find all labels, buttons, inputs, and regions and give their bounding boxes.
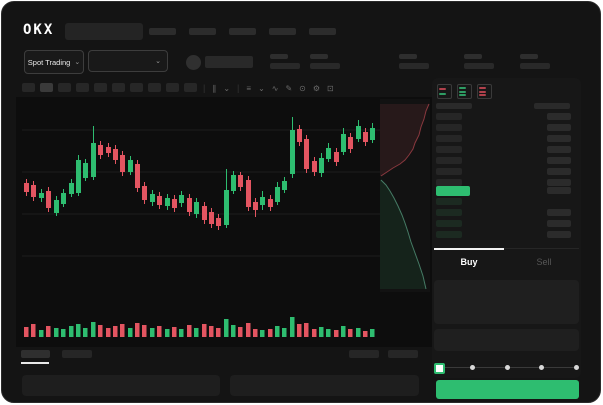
nav-item-placeholder[interactable]: [269, 28, 296, 35]
orderbook-bid-price-placeholder[interactable]: [436, 220, 462, 227]
orderbook-ask-price-placeholder[interactable]: [436, 113, 462, 120]
timeframe-button[interactable]: [40, 83, 53, 92]
bottom-panel-left: [22, 375, 220, 396]
timeframe-button[interactable]: [148, 83, 161, 92]
settings-icon[interactable]: ⚙: [312, 83, 321, 93]
bottom-tab-underline: [21, 362, 49, 364]
orderbook-ask-price-placeholder[interactable]: [436, 179, 462, 186]
bottom-tab-placeholder[interactable]: [62, 350, 92, 358]
nav-item-placeholder[interactable]: [189, 28, 216, 35]
timeframe-button[interactable]: [184, 83, 197, 92]
orderbook-price-header-placeholder: [436, 103, 472, 109]
orderbook-bid-amount-placeholder: [547, 220, 571, 227]
nav-item-placeholder[interactable]: [309, 28, 336, 35]
stat-value-placeholder: [520, 63, 550, 69]
slider-handle[interactable]: [434, 363, 445, 374]
orderbook-amount-placeholder: [547, 187, 571, 194]
stat-value-placeholder: [310, 63, 340, 69]
search-input[interactable]: [65, 23, 143, 40]
fullscreen-icon[interactable]: ⊡: [327, 83, 334, 93]
market-type-label: Spot Trading: [27, 57, 71, 67]
nav-item-placeholder[interactable]: [149, 28, 176, 35]
timeframe-button[interactable]: [58, 83, 71, 92]
stat-label-placeholder: [464, 54, 482, 59]
orderbook-bid-price-placeholder[interactable]: [436, 198, 462, 205]
orderbook-ask-amount-placeholder: [547, 179, 571, 186]
stat-value-placeholder: [464, 63, 494, 69]
tab-sell[interactable]: Sell: [536, 257, 552, 267]
amount-slider[interactable]: [434, 363, 579, 374]
order-side-tabs: Buy Sell: [434, 248, 579, 273]
orderbook-ask-amount-placeholder: [547, 146, 571, 153]
line-tool-icon[interactable]: ∿: [271, 83, 279, 93]
volume-pane: [22, 295, 382, 337]
depth-chart: [380, 99, 430, 292]
nav-item-placeholder[interactable]: [229, 28, 256, 35]
orderbook-ask-amount-placeholder: [547, 135, 571, 142]
bottom-action-placeholder[interactable]: [388, 350, 418, 358]
orderbook-bid-amount-placeholder: [547, 231, 571, 238]
amount-input[interactable]: [434, 329, 579, 351]
candlestick-chart[interactable]: [22, 99, 382, 292]
stat-label-placeholder: [270, 54, 288, 59]
divider: |: [203, 83, 206, 93]
divider: |: [237, 83, 240, 93]
draw-tool-icon[interactable]: ✎: [285, 83, 293, 93]
stat-value-placeholder: [270, 63, 300, 69]
stat-label-placeholder: [520, 54, 538, 59]
stat-label-placeholder: [310, 54, 328, 59]
orderbook-ask-price-placeholder[interactable]: [436, 157, 462, 164]
chart-tools: | ∥ ⌄ | ≡ ⌄ ∿ ✎ ⊙ ⚙ ⊡: [203, 82, 334, 94]
orderbook-ask-price-placeholder[interactable]: [436, 168, 462, 175]
orderbook-ask-amount-placeholder: [547, 113, 571, 120]
timeframe-button[interactable]: [130, 83, 143, 92]
buy-button[interactable]: [436, 380, 579, 399]
pair-dropdown[interactable]: ⌄: [88, 50, 168, 72]
timeframe-button[interactable]: [166, 83, 179, 92]
price-input[interactable]: [434, 280, 579, 324]
okx-logo: OKX: [23, 22, 55, 38]
stat-value-placeholder: [399, 63, 429, 69]
chevron-down-icon: ⌄: [155, 57, 161, 65]
coin-icon: [186, 55, 201, 70]
orderbook-ask-amount-placeholder: [547, 124, 571, 131]
slider-dot[interactable]: [504, 365, 510, 370]
orderbook-ask-price-placeholder[interactable]: [436, 124, 462, 131]
market-type-dropdown[interactable]: Spot Trading ⌄: [24, 50, 84, 74]
bottom-tab-active-placeholder[interactable]: [21, 350, 50, 358]
orderbook-amount-header-placeholder: [534, 103, 570, 109]
slider-dot[interactable]: [470, 365, 475, 370]
orderbook-bid-amount-placeholder: [547, 209, 571, 216]
orderbook-ask-price-placeholder[interactable]: [436, 146, 462, 153]
chevron-down-icon[interactable]: ⌄: [223, 83, 231, 93]
screenshot-icon[interactable]: ⊙: [299, 83, 306, 93]
timeframe-button[interactable]: [94, 83, 107, 92]
timeframe-button[interactable]: [76, 83, 89, 92]
slider-dot[interactable]: [573, 365, 579, 370]
timeframe-button[interactable]: [22, 83, 35, 92]
bottom-action-placeholder[interactable]: [349, 350, 379, 358]
bottom-panel-right: [230, 375, 419, 396]
orderbook-view-toggles: [437, 84, 492, 99]
orderbook-bid-price-placeholder[interactable]: [436, 231, 462, 238]
orderbook-ask-amount-placeholder: [547, 157, 571, 164]
tab-buy[interactable]: Buy: [460, 257, 478, 267]
orderbook-bids-icon[interactable]: [457, 84, 472, 99]
chevron-down-icon[interactable]: ⌄: [258, 83, 265, 93]
orderbook-ask-amount-placeholder: [547, 168, 571, 175]
pair-name-placeholder: [205, 56, 253, 68]
active-tab-indicator: [434, 248, 504, 250]
candle-style-icon[interactable]: ∥: [212, 83, 217, 93]
orderbook-all-icon[interactable]: [437, 84, 452, 99]
chevron-down-icon: ⌄: [74, 58, 81, 66]
orderbook-asks-icon[interactable]: [477, 84, 492, 99]
timeframe-button[interactable]: [112, 83, 125, 92]
orderbook-bid-price-placeholder[interactable]: [436, 209, 462, 216]
orderbook-ask-price-placeholder[interactable]: [436, 135, 462, 142]
last-price-badge[interactable]: [436, 186, 470, 196]
slider-dot[interactable]: [539, 365, 544, 370]
indicators-icon[interactable]: ≡: [246, 83, 252, 93]
stat-label-placeholder: [399, 54, 417, 59]
